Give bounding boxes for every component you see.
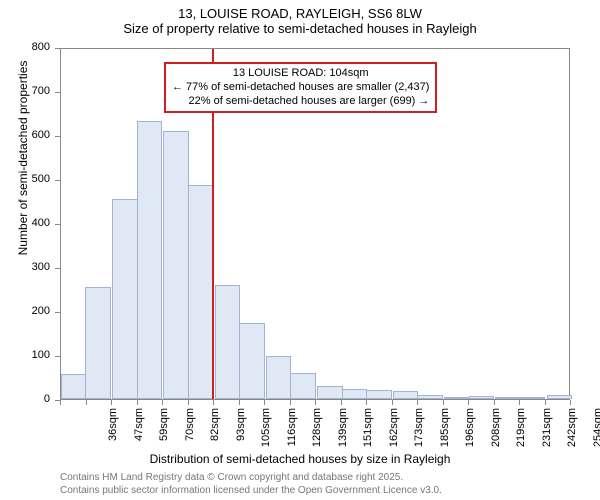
xtick-mark [162, 400, 163, 405]
histogram-bar [85, 287, 111, 399]
histogram-bar [290, 373, 316, 399]
xtick-label: 139sqm [337, 408, 349, 458]
xtick-label: 254sqm [592, 408, 600, 458]
xtick-mark [60, 400, 61, 405]
annotation-line1: 13 LOUISE ROAD: 104sqm [172, 67, 429, 81]
histogram-bar [266, 356, 292, 399]
xtick-label: 151sqm [362, 408, 374, 458]
xtick-mark [264, 400, 265, 405]
xtick-mark [443, 400, 444, 405]
annotation-line3: 22% of semi-detached houses are larger (… [172, 95, 429, 109]
ytick-label: 800 [0, 41, 50, 53]
xtick-label: 59sqm [158, 408, 170, 458]
xtick-mark [468, 400, 469, 405]
xtick-mark [417, 400, 418, 405]
histogram-bar [61, 374, 87, 399]
xtick-mark [519, 400, 520, 405]
histogram-bar [366, 390, 392, 399]
xtick-mark [392, 400, 393, 405]
xtick-label: 231sqm [541, 408, 553, 458]
title-line1: 13, LOUISE ROAD, RAYLEIGH, SS6 8LW [0, 6, 600, 21]
ytick-label: 500 [0, 173, 50, 185]
ytick-mark [55, 180, 60, 181]
xtick-mark [137, 400, 138, 405]
xtick-label: 219sqm [515, 408, 527, 458]
histogram-bar [417, 395, 443, 399]
xtick-mark [111, 400, 112, 405]
ytick-mark [55, 136, 60, 137]
ytick-label: 600 [0, 129, 50, 141]
ytick-label: 300 [0, 261, 50, 273]
title-block: 13, LOUISE ROAD, RAYLEIGH, SS6 8LW Size … [0, 0, 600, 36]
xtick-mark [341, 400, 342, 405]
histogram-bar [342, 389, 368, 399]
xtick-mark [86, 400, 87, 405]
xtick-label: 93sqm [235, 408, 247, 458]
histogram-bar [163, 131, 189, 399]
xtick-mark [188, 400, 189, 405]
xtick-mark [213, 400, 214, 405]
xtick-label: 196sqm [464, 408, 476, 458]
footer-line1: Contains HM Land Registry data © Crown c… [60, 472, 442, 485]
histogram-bar [317, 386, 343, 399]
x-axis-label: Distribution of semi-detached houses by … [0, 452, 600, 466]
xtick-label: 82sqm [209, 408, 221, 458]
histogram-bar [469, 396, 495, 399]
ytick-mark [55, 224, 60, 225]
chart-container: 13, LOUISE ROAD, RAYLEIGH, SS6 8LW Size … [0, 0, 600, 500]
ytick-label: 700 [0, 85, 50, 97]
footer-line2: Contains public sector information licen… [60, 485, 442, 498]
ytick-label: 200 [0, 305, 50, 317]
xtick-mark [239, 400, 240, 405]
xtick-mark [545, 400, 546, 405]
histogram-bar [495, 397, 521, 399]
ytick-label: 100 [0, 349, 50, 361]
ytick-label: 0 [0, 393, 50, 405]
footer-text: Contains HM Land Registry data © Crown c… [60, 472, 442, 497]
xtick-mark [290, 400, 291, 405]
histogram-bar [188, 185, 214, 399]
title-line2: Size of property relative to semi-detach… [0, 21, 600, 36]
ytick-mark [55, 92, 60, 93]
histogram-bar [547, 395, 573, 399]
xtick-label: 208sqm [490, 408, 502, 458]
xtick-label: 70sqm [184, 408, 196, 458]
xtick-label: 128sqm [311, 408, 323, 458]
ytick-mark [55, 268, 60, 269]
annotation-line2: ← 77% of semi-detached houses are smalle… [172, 81, 429, 95]
xtick-mark [366, 400, 367, 405]
xtick-label: 162sqm [388, 408, 400, 458]
annotation-box: 13 LOUISE ROAD: 104sqm ← 77% of semi-det… [164, 62, 437, 113]
histogram-bar [112, 199, 138, 399]
ytick-label: 400 [0, 217, 50, 229]
xtick-label: 116sqm [286, 408, 298, 458]
histogram-bar [393, 391, 419, 399]
xtick-label: 47sqm [133, 408, 145, 458]
ytick-mark [55, 312, 60, 313]
histogram-bar [215, 285, 241, 399]
ytick-mark [55, 48, 60, 49]
xtick-label: 185sqm [439, 408, 451, 458]
histogram-bar [520, 397, 546, 399]
histogram-bar [137, 121, 163, 399]
xtick-label: 173sqm [413, 408, 425, 458]
xtick-mark [570, 400, 571, 405]
histogram-bar [239, 323, 265, 399]
xtick-label: 36sqm [107, 408, 119, 458]
ytick-mark [55, 356, 60, 357]
xtick-label: 105sqm [260, 408, 272, 458]
xtick-label: 242sqm [566, 408, 578, 458]
histogram-bar [444, 397, 470, 399]
xtick-mark [494, 400, 495, 405]
xtick-mark [315, 400, 316, 405]
